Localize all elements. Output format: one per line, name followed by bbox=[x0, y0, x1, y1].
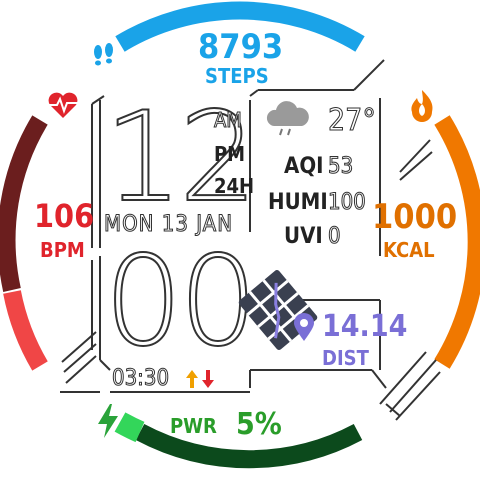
steps-value: 8793 bbox=[198, 27, 284, 67]
cloud-rain-icon bbox=[264, 100, 310, 142]
hour-display: 12 bbox=[103, 86, 259, 230]
power-label: PWR bbox=[170, 414, 217, 438]
deco-line bbox=[65, 355, 97, 384]
am-indicator: AM bbox=[214, 108, 243, 132]
power-arc-track bbox=[135, 424, 363, 469]
pm-indicator: PM bbox=[214, 142, 246, 166]
deco-line bbox=[379, 351, 427, 405]
footsteps-icon bbox=[90, 42, 118, 74]
calories-value: 1000 bbox=[372, 197, 458, 237]
deco-line bbox=[389, 359, 437, 413]
heart-arc-fill bbox=[3, 290, 48, 371]
kcal-arc bbox=[434, 115, 480, 369]
humi-value: 100 bbox=[328, 190, 367, 215]
heart-arc-track bbox=[0, 115, 48, 292]
secondary-time: 03:30 bbox=[111, 366, 170, 391]
power-arc-fill bbox=[114, 412, 145, 443]
aqi-value: 53 bbox=[327, 154, 354, 179]
deco-line bbox=[353, 59, 385, 91]
steps-label: STEPS bbox=[205, 64, 269, 88]
deco-line bbox=[399, 151, 433, 181]
date-text: MON 13 JAN bbox=[104, 212, 233, 237]
uvi-label: UVI bbox=[284, 224, 323, 249]
location-pin-icon bbox=[292, 312, 316, 346]
calories-label: KCAL bbox=[383, 238, 435, 262]
deco-line bbox=[395, 371, 441, 421]
distance-value: 14.14 bbox=[322, 309, 408, 344]
deco-line bbox=[99, 359, 111, 371]
deco-line bbox=[63, 343, 97, 373]
arrow-up-icon bbox=[186, 370, 198, 392]
weather-temp: 27° bbox=[328, 103, 377, 138]
flame-icon bbox=[408, 88, 436, 126]
distance-label: DIST bbox=[322, 346, 369, 370]
arrow-down-icon bbox=[202, 370, 214, 392]
heart-rate-label: BPM bbox=[40, 238, 85, 262]
lightning-icon bbox=[96, 404, 120, 442]
minute-display: 00 bbox=[103, 230, 259, 374]
humi-label: HUMI bbox=[268, 190, 328, 215]
uvi-value: 0 bbox=[328, 224, 342, 249]
steps-arc bbox=[115, 1, 365, 52]
heart-rate-icon bbox=[46, 90, 80, 124]
aqi-label: AQI bbox=[284, 154, 324, 179]
deco-line bbox=[61, 331, 97, 363]
format24-indicator: 24H bbox=[214, 174, 255, 198]
deco-line bbox=[399, 139, 431, 173]
deco-line bbox=[249, 89, 259, 97]
heart-rate-value: 106 bbox=[34, 197, 95, 235]
power-value: 5% bbox=[236, 407, 282, 442]
deco-line bbox=[91, 95, 105, 105]
deco-line bbox=[371, 369, 387, 389]
